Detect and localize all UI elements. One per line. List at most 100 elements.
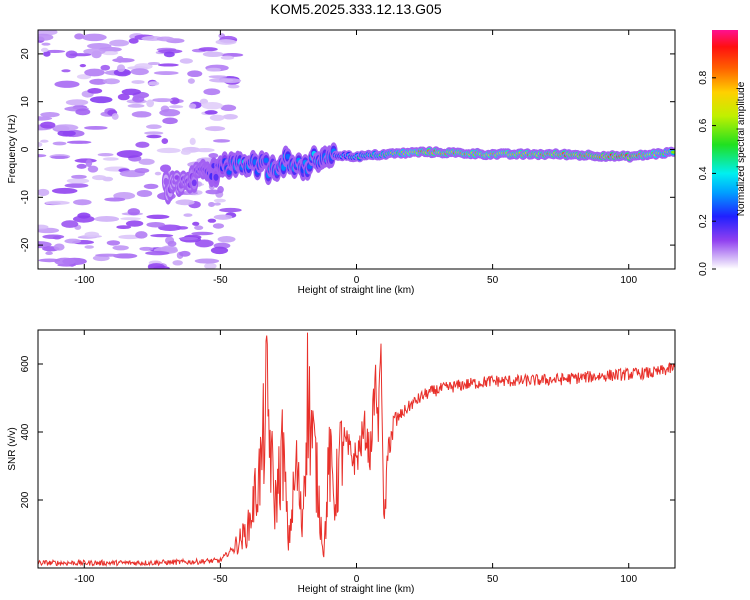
- snr-series-line: [38, 332, 675, 568]
- spectrogram-noise-cell: [146, 134, 162, 139]
- spectrogram-noise-cell: [150, 234, 174, 238]
- spectrogram-noise-cell: [153, 71, 179, 76]
- spectrogram-noise-cell: [209, 77, 234, 83]
- spectrogram-noise-cell: [69, 53, 92, 57]
- spectrogram-noise-cell: [130, 68, 149, 76]
- spectrogram-noise-cell: [76, 74, 92, 80]
- spectrogram-noise-cell: [172, 260, 183, 266]
- spectrogram-noise-cell: [147, 61, 161, 66]
- spectrogram-noise-cell: [220, 104, 237, 112]
- colorbar-tick-label: 0.4: [698, 166, 709, 180]
- spectrogram-ytick-label: 0: [20, 146, 31, 152]
- snr-ytick-label: 400: [20, 423, 31, 440]
- spectrogram-noise-cell: [156, 147, 181, 154]
- spectrogram-noise-cell: [61, 69, 71, 73]
- spectrogram-noise-cell: [158, 49, 183, 54]
- spectrogram-ytick-label: -10: [20, 190, 31, 205]
- spectrogram-noise-cell: [213, 214, 233, 220]
- spectrogram-noise-cell: [195, 148, 215, 153]
- spectrogram-noise-cell: [66, 140, 92, 144]
- spectrogram-noise-cell: [148, 81, 160, 86]
- spectrogram-noise-cell: [40, 139, 49, 143]
- spectrogram-noise-cell: [74, 33, 85, 40]
- spectrogram-noise-cell: [118, 234, 142, 240]
- spectrogram-noise-cell: [85, 159, 93, 168]
- spectrogram-noise-cell: [38, 154, 47, 158]
- spectrogram-noise-cell: [204, 262, 217, 269]
- colorbar-gradient: [712, 30, 738, 269]
- spectrogram-noise-cell: [143, 183, 159, 189]
- spectrogram-noise-cell: [109, 39, 130, 47]
- spectrogram-xtick-label: 50: [487, 275, 499, 286]
- snr-ytick-label: 600: [20, 355, 31, 372]
- spectrogram-noise-cell: [120, 217, 141, 221]
- spectrogram-noise-cell: [220, 55, 235, 60]
- spectrogram-noise-cell: [194, 258, 220, 264]
- snr-xtick-label: 100: [620, 574, 637, 585]
- spectrogram-noise-cell: [146, 99, 155, 108]
- spectrogram-ylabel: Frequency (Hz): [7, 115, 18, 184]
- spectrogram-noise-cell: [75, 108, 91, 116]
- spectrogram-noise-cell: [116, 150, 143, 158]
- spectrogram-ytick-label: -20: [20, 237, 31, 252]
- spectrogram-noise-cell: [125, 220, 144, 227]
- spectrogram-noise-cell: [163, 51, 175, 58]
- spectrogram-noise-cell: [64, 183, 89, 188]
- spectrogram-noise-cell: [222, 114, 238, 120]
- spectrogram-noise-cell: [204, 110, 218, 115]
- spectrogram-noise-cell: [102, 157, 119, 161]
- spectrogram-noise-cell: [194, 239, 214, 248]
- spectrogram-noise-cell: [116, 55, 124, 63]
- colorbar-tick-label: 0.0: [698, 262, 709, 276]
- spectrogram-noise-cell: [97, 153, 114, 157]
- spectrogram-ridge-core: [226, 170, 232, 175]
- spectrogram-noise-cell: [212, 139, 231, 143]
- spectrogram-noise-cell: [215, 39, 237, 45]
- spectrogram-noise-cell: [152, 98, 173, 103]
- spectrogram-noise-cell: [40, 47, 49, 53]
- colorbar-label: Normalized spectral amplitude: [736, 81, 747, 216]
- spectrogram-noise-cell: [89, 78, 108, 85]
- spectrogram-noise-cell: [38, 142, 43, 147]
- snr-frame: [37, 329, 676, 569]
- snr-panel: -100 -50 0 50 100 200 400 600 Height of straig…: [7, 329, 676, 595]
- spectrogram-noise-cell: [208, 201, 215, 207]
- spectrogram-noise-cell: [194, 225, 204, 231]
- spectrogram-noise-cell: [57, 130, 76, 137]
- spectrogram-noise-cell: [188, 103, 197, 109]
- colorbar-tick-label: 0.6: [698, 118, 709, 132]
- spectrogram-noise-cell: [38, 33, 54, 41]
- spectrogram-noise-cell: [156, 36, 175, 42]
- spectrogram-noise-cell: [127, 103, 145, 108]
- spectrogram-noise-cell: [132, 95, 145, 103]
- spectrogram-noise-cell: [38, 224, 49, 230]
- spectrogram-noise-cell: [139, 246, 154, 251]
- spectrogram-noise-cell: [213, 202, 221, 206]
- spectrogram-noise-cell: [94, 216, 120, 222]
- spectrogram-noise-cell: [54, 80, 80, 88]
- spectrogram-noise-cell: [157, 63, 179, 67]
- spectrogram-noise-cell: [208, 75, 228, 79]
- spectrogram-noise-cell: [187, 70, 203, 78]
- spectrogram-noise-cell: [179, 58, 193, 64]
- spectrogram-noise-cell: [169, 97, 180, 105]
- spectrogram-ridge-core: [285, 153, 291, 160]
- spectrogram-noise-cell: [134, 168, 150, 174]
- spectrogram-noise-cell: [146, 221, 166, 228]
- spectrogram-noise-cell: [117, 93, 130, 101]
- spectrogram-noise-cell: [41, 42, 51, 46]
- spectrogram-frame: [37, 29, 676, 270]
- spectrogram-noise-cell: [42, 234, 65, 239]
- spectrogram-noise-cell: [217, 186, 224, 194]
- spectrogram-noise-cell: [154, 171, 162, 176]
- spectrogram-noise-cell: [167, 240, 177, 247]
- spectrogram-noise-cell: [158, 224, 182, 231]
- spectrogram-noise-cell: [144, 131, 164, 135]
- spectrogram-noise-cell: [192, 221, 200, 226]
- spectrogram-noise-cell: [40, 112, 60, 118]
- spectrogram-noise-cell: [54, 257, 76, 266]
- spectrogram-noise-cell: [138, 158, 155, 165]
- spectrogram-noise-cell: [201, 101, 223, 110]
- snr-xtick-label: 0: [354, 574, 360, 585]
